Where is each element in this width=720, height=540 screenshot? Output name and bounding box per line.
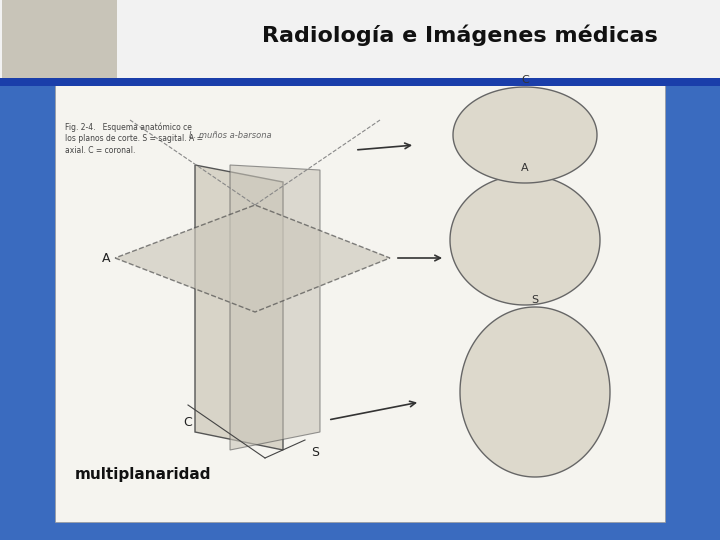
Text: Radiología e Imágenes médicas: Radiología e Imágenes médicas xyxy=(262,24,658,46)
Polygon shape xyxy=(453,87,597,183)
Text: Fig. 2-4.   Esquema anatómico ce
los planos de corte. S = sagital. A =
axial. C : Fig. 2-4. Esquema anatómico ce los plano… xyxy=(65,122,203,155)
Text: L. muños a-barsona: L. muños a-barsona xyxy=(189,131,271,139)
Bar xyxy=(0,78,720,86)
Bar xyxy=(0,0,720,78)
Text: multiplanaridad: multiplanaridad xyxy=(75,468,212,483)
Polygon shape xyxy=(230,165,320,450)
Bar xyxy=(55,85,665,522)
Polygon shape xyxy=(195,165,283,450)
Polygon shape xyxy=(115,205,390,312)
Text: A: A xyxy=(102,252,110,265)
Text: C: C xyxy=(184,415,192,429)
Polygon shape xyxy=(450,175,600,305)
Text: A: A xyxy=(521,163,528,173)
Text: S: S xyxy=(311,446,319,458)
Polygon shape xyxy=(460,307,610,477)
Text: S: S xyxy=(531,295,539,305)
Bar xyxy=(2,0,117,78)
Text: C: C xyxy=(521,75,529,85)
